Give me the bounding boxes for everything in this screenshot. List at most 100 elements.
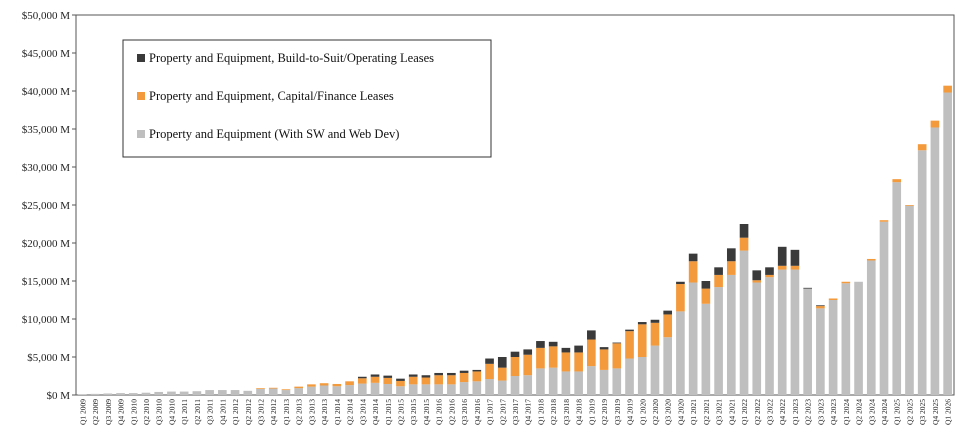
bar-segment-base [548, 367, 558, 395]
bar-segment-base [688, 282, 698, 395]
legend-label-capital: Property and Equipment, Capital/Finance … [149, 89, 394, 103]
x-tick-label: Q3 2015 [409, 399, 418, 425]
bar-segment-base [459, 382, 469, 395]
bar-segment-base [892, 182, 902, 395]
bar-segment-capital [459, 372, 469, 383]
x-tick-label: Q4 2009 [117, 399, 126, 425]
bar-segment-capital [739, 237, 749, 251]
bar-segment-capital [256, 388, 265, 389]
bar-segment-base [612, 368, 622, 395]
bar-segment-capital [497, 367, 507, 381]
x-tick-label: Q1 2009 [78, 399, 87, 425]
bar-segment-build [676, 281, 685, 285]
x-tick-label: Q3 2010 [155, 399, 164, 425]
bar-segment-capital [612, 343, 622, 369]
bar-segment-base [574, 371, 583, 395]
bar-segment-base [294, 388, 303, 395]
y-tick-label: $50,000 M [22, 10, 71, 22]
bar-segment-build [714, 267, 723, 275]
bar-segment-base [625, 358, 634, 395]
bar-segment-capital [587, 339, 596, 367]
legend-swatch-base [137, 130, 145, 138]
bar-segment-base [587, 366, 596, 395]
bar-segment-base [523, 375, 533, 395]
bar-segment-build [548, 341, 558, 347]
bar-segment-base [167, 391, 176, 395]
bar-segment-base [866, 260, 876, 395]
bar-segment-base [676, 311, 685, 395]
x-tick-label: Q4 2019 [626, 399, 635, 425]
bar-segment-base [828, 300, 838, 395]
x-tick-label: Q1 2015 [384, 399, 393, 425]
x-tick-label: Q2 2013 [295, 399, 304, 425]
bar-segment-capital [765, 274, 774, 278]
bar-segment-capital [930, 120, 940, 128]
bar-segment-build [587, 330, 596, 340]
bar-segment-base [752, 282, 762, 395]
x-tick-label: Q2 2020 [651, 399, 660, 425]
x-tick-label: Q1 2011 [180, 399, 189, 425]
bar-segment-base [930, 127, 940, 395]
bar-segment-base [154, 391, 164, 395]
bar-segment-capital [523, 354, 533, 376]
x-tick-label: Q2 2025 [905, 399, 914, 425]
bar-segment-base [905, 205, 914, 395]
x-tick-label: Q3 2025 [918, 399, 927, 425]
bar-segment-capital [485, 363, 494, 380]
x-tick-label: Q4 2024 [880, 399, 889, 425]
x-tick-label: Q2 2022 [753, 399, 762, 425]
bar-segment-base [179, 391, 189, 395]
bar-segment-base [803, 288, 812, 395]
bar-segment-build [803, 287, 812, 289]
bar-segment-capital [841, 281, 851, 284]
bar-segment-base [103, 393, 113, 395]
x-tick-label: Q1 2019 [587, 399, 596, 425]
bar-segment-build [599, 347, 609, 350]
x-tick-label: Q4 2023 [829, 399, 838, 425]
x-tick-label: Q3 2017 [511, 399, 520, 425]
bar-segment-build [637, 322, 647, 325]
bar-segment-base [281, 390, 291, 395]
bar-segment-base [268, 388, 278, 395]
x-tick-label: Q1 2016 [435, 399, 444, 425]
bar-segment-capital [396, 380, 405, 387]
y-tick-label: $25,000 M [22, 200, 71, 212]
bar-segment-build [765, 267, 774, 275]
x-tick-label: Q2 2010 [142, 399, 151, 425]
bar-segment-build [485, 358, 494, 364]
x-tick-label: Q3 2013 [307, 399, 316, 425]
x-tick-label: Q3 2014 [358, 399, 367, 425]
bar-segment-build [561, 347, 571, 353]
bar-segment-base [701, 303, 711, 395]
bar-segment-base [128, 393, 138, 395]
bar-segment-capital [294, 386, 303, 389]
x-tick-label: Q3 2016 [460, 399, 469, 425]
x-tick-label: Q3 2009 [104, 399, 113, 425]
x-tick-label: Q4 2015 [422, 399, 431, 425]
x-tick-label: Q2 2017 [498, 399, 507, 425]
bar-segment-capital [383, 377, 393, 384]
x-tick-label: Q2 2011 [193, 399, 202, 425]
y-tick-label: $35,000 M [22, 124, 71, 136]
x-tick-label: Q3 2019 [613, 399, 622, 425]
bar-segment-base [536, 368, 545, 395]
bar-segment-base [510, 376, 520, 395]
bar-segment-capital [599, 349, 609, 370]
bar-segment-capital [408, 376, 418, 385]
bar-segment-capital [281, 389, 291, 391]
legend-label-base: Property and Equipment (With SW and Web … [149, 127, 399, 141]
x-tick-label: Q4 2017 [524, 399, 533, 425]
bar-segment-build [752, 270, 762, 281]
bar-segment-capital [357, 378, 367, 384]
bar-segment-capital [345, 381, 354, 386]
x-tick-label: Q1 2026 [944, 399, 953, 425]
bar-segment-base [637, 357, 647, 395]
x-tick-label: Q2 2023 [804, 399, 813, 425]
x-tick-label: Q3 2011 [206, 399, 215, 425]
x-tick-label: Q1 2022 [740, 399, 749, 425]
bar-segment-build [739, 224, 749, 238]
bar-segment-build [726, 248, 736, 262]
y-tick-label: $45,000 M [22, 48, 71, 60]
x-tick-label: Q4 2025 [931, 399, 940, 425]
